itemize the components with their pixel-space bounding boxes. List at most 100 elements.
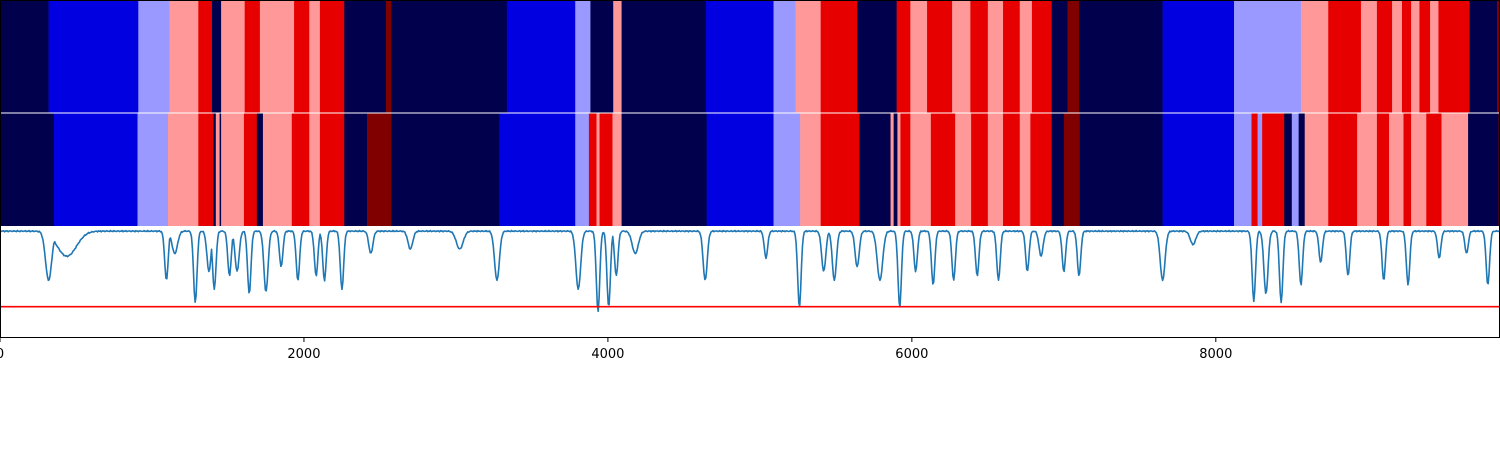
state-segment <box>1030 113 1052 226</box>
state-segment <box>575 113 590 226</box>
state-segment <box>1411 113 1427 226</box>
state-segment <box>256 113 264 226</box>
state-segment <box>897 113 901 226</box>
state-segment <box>1438 0 1470 113</box>
state-segment <box>773 113 801 226</box>
state-segment <box>243 113 258 226</box>
state-segment <box>1162 0 1235 113</box>
state-segment <box>138 0 170 113</box>
state-segment <box>705 0 774 113</box>
state-segment <box>1430 0 1439 113</box>
state-segment <box>1304 113 1329 226</box>
state-segment <box>1051 0 1068 113</box>
state-segment <box>612 113 622 226</box>
state-segment <box>309 113 321 226</box>
state-segment <box>1257 113 1263 226</box>
state-segment <box>291 113 295 226</box>
state-segment <box>590 0 614 113</box>
state-segment <box>1496 0 1500 113</box>
state-segment <box>955 113 972 226</box>
state-segment <box>1234 113 1252 226</box>
state-segment <box>319 0 345 113</box>
state-segment <box>987 113 1004 226</box>
state-segment <box>221 0 245 113</box>
state-segment <box>621 113 707 226</box>
state-segment <box>930 113 956 226</box>
state-segment <box>588 113 597 226</box>
state-segment <box>344 113 368 226</box>
state-segment <box>212 0 222 113</box>
series-line <box>0 229 1500 313</box>
state-track-top <box>0 0 1500 113</box>
x-tick-label: 0 <box>0 347 4 362</box>
state-segment <box>198 0 213 113</box>
state-segment <box>1262 113 1285 226</box>
state-segment <box>1376 0 1393 113</box>
state-segment <box>927 0 953 113</box>
state-segment <box>1031 0 1052 113</box>
state-segment <box>1419 0 1431 113</box>
state-segment <box>1003 0 1021 113</box>
state-segment <box>53 113 138 226</box>
state-segment <box>167 113 199 226</box>
state-segment <box>1411 0 1420 113</box>
x-tick-label: 6000 <box>895 347 928 362</box>
state-segment <box>910 113 932 226</box>
state-segment <box>1392 0 1403 113</box>
state-segment <box>344 0 387 113</box>
state-segment <box>0 113 55 226</box>
state-segment <box>1328 113 1358 226</box>
state-segment <box>1468 113 1499 226</box>
state-segment <box>1376 113 1390 226</box>
state-segment <box>910 0 928 113</box>
state-segment <box>1403 113 1412 226</box>
state-segment <box>1234 0 1302 113</box>
state-segment <box>1298 113 1306 226</box>
state-segment <box>575 0 591 113</box>
state-segment <box>952 0 971 113</box>
state-segment <box>1162 113 1235 226</box>
state-segment <box>596 113 600 226</box>
state-segment <box>213 113 217 226</box>
state-segment <box>1067 0 1080 113</box>
state-segment <box>309 0 321 113</box>
state-segment <box>244 0 261 113</box>
state-segment <box>1360 0 1378 113</box>
state-segment <box>1401 0 1412 113</box>
state-segment <box>499 113 576 226</box>
state-segment <box>215 113 220 226</box>
state-segment <box>1079 113 1163 226</box>
state-segment <box>857 0 897 113</box>
state-segment <box>1441 113 1469 226</box>
x-tick-label: 2000 <box>287 347 320 362</box>
state-segment <box>391 0 508 113</box>
state-segment <box>219 113 222 226</box>
state-segment <box>1019 113 1031 226</box>
state-segment <box>599 113 613 226</box>
state-segment <box>1284 113 1293 226</box>
state-segment <box>1003 113 1021 226</box>
state-segment <box>1357 113 1378 226</box>
state-segment <box>1300 0 1329 113</box>
state-segment <box>795 0 821 113</box>
state-segment <box>1389 113 1404 226</box>
state-segment <box>294 113 310 226</box>
state-segment <box>259 0 295 113</box>
state-segment <box>198 113 214 226</box>
state-segment <box>971 113 989 226</box>
x-tick-label: 4000 <box>591 347 624 362</box>
state-segment <box>800 113 821 226</box>
state-segment <box>820 113 860 226</box>
state-segment <box>169 0 199 113</box>
state-segment <box>893 113 898 226</box>
state-segment <box>859 113 891 226</box>
state-segment <box>1051 113 1065 226</box>
state-segment <box>1328 0 1362 113</box>
state-segment <box>319 113 345 226</box>
state-segment <box>1019 0 1033 113</box>
state-segment <box>1426 113 1442 226</box>
state-segment <box>820 0 858 113</box>
state-segment <box>262 113 293 226</box>
state-segment <box>221 113 245 226</box>
state-segment <box>1063 113 1081 226</box>
